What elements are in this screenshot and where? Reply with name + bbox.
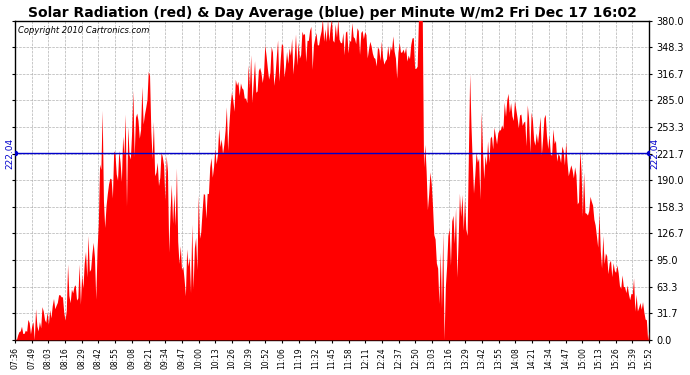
Title: Solar Radiation (red) & Day Average (blue) per Minute W/m2 Fri Dec 17 16:02: Solar Radiation (red) & Day Average (blu… bbox=[28, 6, 636, 20]
Text: Copyright 2010 Cartronics.com: Copyright 2010 Cartronics.com bbox=[18, 26, 150, 34]
Text: 222.04: 222.04 bbox=[6, 138, 14, 169]
Text: 222.04: 222.04 bbox=[650, 138, 659, 169]
